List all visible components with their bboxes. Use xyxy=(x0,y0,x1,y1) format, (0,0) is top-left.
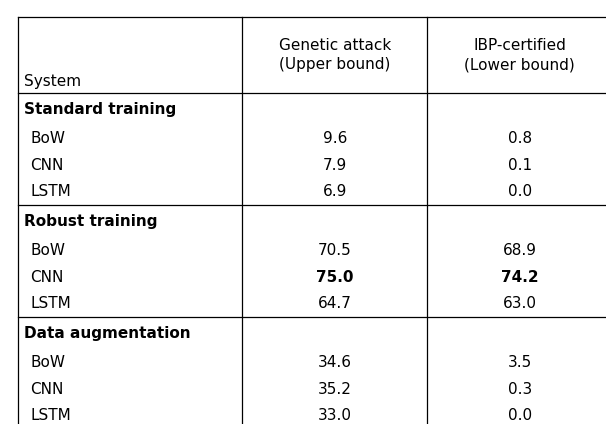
Text: 0.3: 0.3 xyxy=(507,382,532,396)
Text: CNN: CNN xyxy=(30,382,64,396)
Text: 35.2: 35.2 xyxy=(318,382,351,396)
Text: Standard training: Standard training xyxy=(24,102,176,117)
Text: LSTM: LSTM xyxy=(30,184,71,199)
Text: BoW: BoW xyxy=(30,131,65,146)
Text: 3.5: 3.5 xyxy=(507,355,532,370)
Text: 34.6: 34.6 xyxy=(318,355,352,370)
Text: 70.5: 70.5 xyxy=(318,243,351,258)
Text: 33.0: 33.0 xyxy=(318,408,352,423)
Text: BoW: BoW xyxy=(30,355,65,370)
Text: 74.2: 74.2 xyxy=(501,270,539,285)
Text: 0.1: 0.1 xyxy=(508,158,531,173)
Text: 64.7: 64.7 xyxy=(318,296,351,311)
Text: 6.9: 6.9 xyxy=(322,184,347,199)
Text: IBP-certified
(Lower bound): IBP-certified (Lower bound) xyxy=(464,38,575,72)
Text: System: System xyxy=(24,74,81,89)
Text: 75.0: 75.0 xyxy=(316,270,353,285)
Text: Genetic attack
(Upper bound): Genetic attack (Upper bound) xyxy=(279,38,391,72)
Text: LSTM: LSTM xyxy=(30,408,71,423)
Text: LSTM: LSTM xyxy=(30,296,71,311)
Text: Robust training: Robust training xyxy=(24,214,158,229)
Text: CNN: CNN xyxy=(30,158,64,173)
Text: BoW: BoW xyxy=(30,243,65,258)
Text: 0.0: 0.0 xyxy=(508,184,531,199)
Text: 9.6: 9.6 xyxy=(322,131,347,146)
Text: 0.8: 0.8 xyxy=(508,131,531,146)
Text: CNN: CNN xyxy=(30,270,64,285)
Text: Data augmentation: Data augmentation xyxy=(24,326,191,340)
Text: 63.0: 63.0 xyxy=(502,296,537,311)
Text: 0.0: 0.0 xyxy=(508,408,531,423)
Text: 68.9: 68.9 xyxy=(502,243,537,258)
Text: 7.9: 7.9 xyxy=(322,158,347,173)
